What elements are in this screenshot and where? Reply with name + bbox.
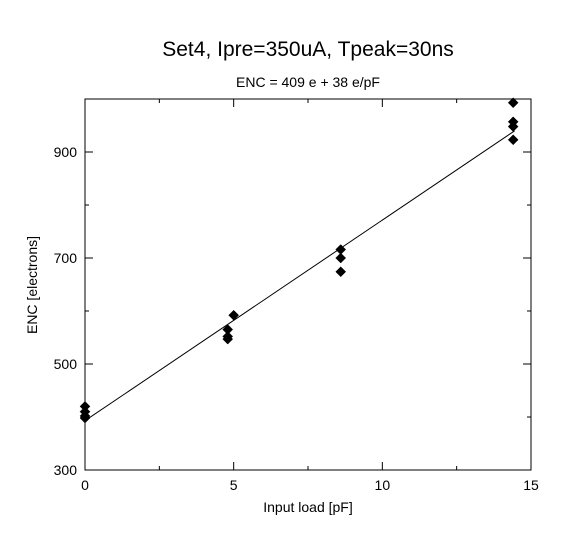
y-tick-label: 300 [54, 462, 78, 478]
chart-subtitle: ENC = 409 e + 38 e/pF [236, 74, 380, 90]
data-point-diamond [507, 134, 519, 146]
fit-line [84, 130, 515, 422]
plot-frame [84, 98, 532, 471]
y-tick-label: 900 [54, 144, 78, 160]
plot-area: 0 5 10 15 300 500 700 900 [54, 97, 539, 493]
data-point-diamond [79, 412, 91, 424]
x-tick-label: 15 [523, 477, 539, 493]
data-point-diamond [507, 121, 519, 132]
data-point-diamond [507, 97, 519, 109]
chart-title: Set4, Ipre=350uA, Tpeak=30ns [162, 38, 454, 61]
x-tick-label: 10 [375, 477, 391, 493]
x-axis-label: Input load [pF] [263, 499, 353, 515]
data-point-diamond [335, 266, 347, 278]
y-axis-label: ENC [electrons] [24, 236, 40, 334]
y-tick-label: 500 [54, 356, 78, 372]
y-tick-label: 700 [54, 250, 78, 266]
data-point-diamond [222, 333, 234, 345]
x-tick-label: 5 [230, 477, 238, 493]
x-tick-label: 0 [81, 477, 89, 493]
data-point-diamond [335, 252, 347, 264]
data-point-diamond [228, 309, 240, 321]
